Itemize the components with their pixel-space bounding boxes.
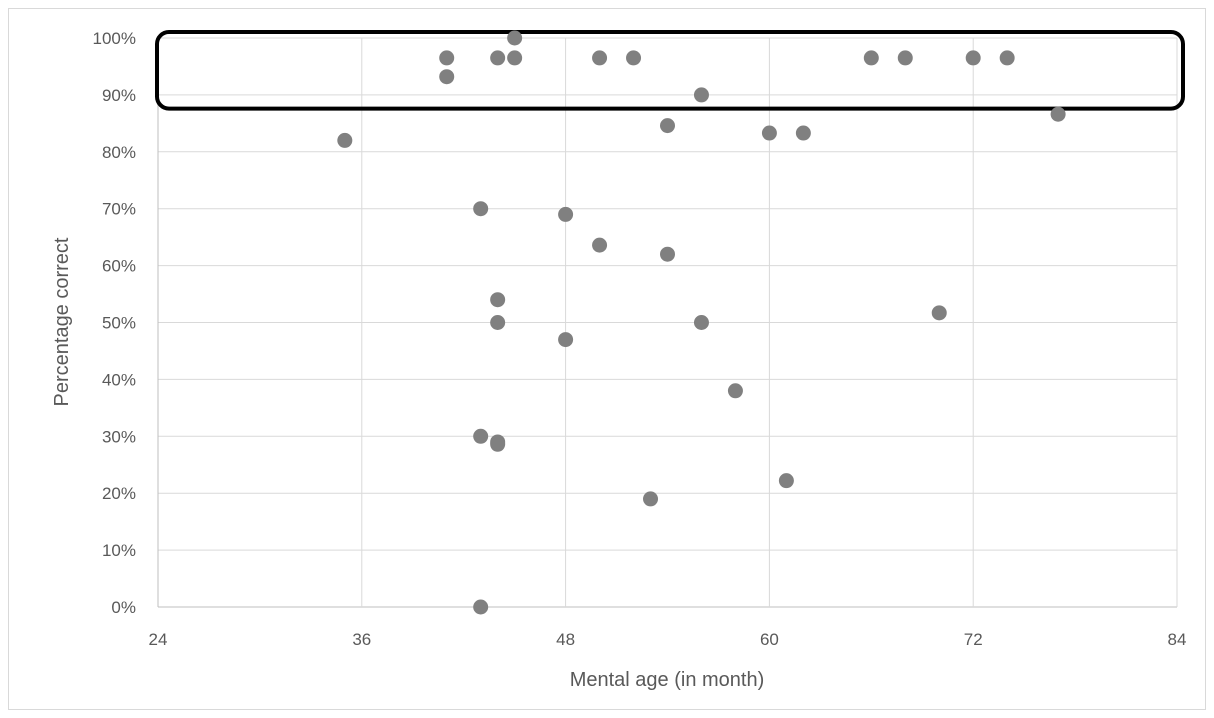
data-point: [558, 206, 574, 222]
y-tick-label: 80%: [102, 143, 136, 162]
data-point: [439, 50, 455, 66]
data-point: [473, 428, 489, 444]
y-tick-label: 100%: [93, 29, 136, 48]
y-tick-label: 60%: [102, 257, 136, 276]
data-point: [439, 69, 455, 85]
data-point: [778, 473, 794, 489]
data-point: [693, 315, 709, 330]
data-point: [897, 50, 913, 66]
y-tick-label: 20%: [102, 484, 136, 503]
y-tick-label: 0%: [111, 598, 136, 617]
data-point: [507, 50, 523, 66]
highlight-layer: [155, 30, 1185, 111]
data-point: [490, 436, 506, 452]
data-point: [473, 599, 489, 615]
data-point: [1050, 106, 1066, 122]
data-point: [490, 50, 506, 66]
data-point: [660, 118, 675, 134]
data-point: [507, 30, 523, 46]
x-tick-label: 36: [352, 630, 371, 649]
x-tick-label: 48: [556, 630, 575, 649]
y-tick-label: 70%: [102, 200, 136, 219]
data-point: [592, 50, 608, 66]
data-point: [693, 87, 709, 103]
data-point: [795, 125, 811, 141]
y-tick-label: 90%: [102, 86, 136, 105]
y-axis-title: Percentage correct: [51, 237, 73, 406]
data-point: [660, 246, 675, 262]
data-point: [592, 237, 608, 253]
data-point: [490, 292, 506, 308]
x-tick-label: 24: [149, 630, 168, 649]
y-tick-label: 50%: [102, 314, 136, 333]
data-point: [727, 383, 743, 399]
chart-area: [8, 8, 1206, 710]
data-point: [626, 50, 642, 66]
x-tick-label: 72: [964, 630, 983, 649]
data-point: [337, 132, 353, 148]
x-tick-label: 60: [760, 630, 779, 649]
data-point: [473, 201, 489, 217]
data-point: [490, 315, 506, 330]
data-points: [337, 30, 1066, 615]
tick-labels: 0% 10% 20% 30% 40% 50% 60% 70% 80% 90% 100% 24 36 48 6…: [93, 29, 1187, 649]
highlight-box: [155, 30, 1185, 111]
grid-layer: [157, 37, 1178, 608]
data-point: [965, 50, 981, 66]
data-point: [999, 50, 1015, 66]
data-point: [643, 491, 659, 507]
data-point: [558, 332, 574, 348]
data-point: [863, 50, 879, 66]
y-tick-label: 10%: [102, 541, 136, 560]
x-tick-label: 84: [1168, 630, 1187, 649]
x-axis-title: Mental age (in month): [570, 669, 765, 691]
y-tick-label: 40%: [102, 370, 136, 389]
y-tick-label: 30%: [102, 427, 136, 446]
data-point: [761, 125, 777, 141]
data-point: [931, 305, 947, 321]
